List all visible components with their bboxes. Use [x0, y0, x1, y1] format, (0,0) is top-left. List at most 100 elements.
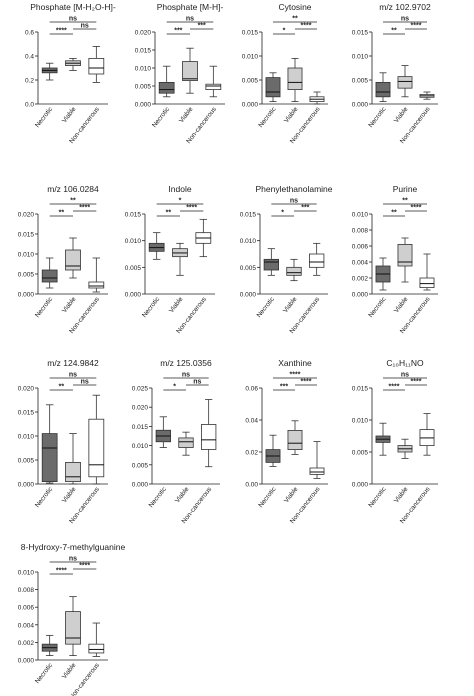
significance-label: *** [301, 205, 309, 212]
category-label: Necrotic [34, 661, 55, 685]
chart-panel: m/z 124.9842 0.000 0.005 0.010 0.015 0.020 Nec… [18, 358, 108, 525]
box-noncancerous [88, 643, 105, 654]
y-tick-label: 0.0 [25, 102, 34, 109]
y-tick-label: 0.000 [18, 658, 35, 665]
significance-label: ns [69, 16, 77, 23]
y-tick-label: 0.015 [352, 386, 369, 393]
chart-title: Indole [168, 184, 191, 194]
category-label: Necrotic [367, 485, 388, 509]
chart-panel: Phosphate [M-H]- 0.000 0.005 0.010 0.015 0.02… [135, 2, 225, 145]
y-tick-label: 0.010 [135, 66, 152, 73]
y-tick-label: 0.005 [132, 462, 149, 469]
significance-label: ** [166, 210, 172, 217]
y-tick-label: 0.02 [245, 450, 258, 457]
box-viable [65, 249, 81, 271]
y-tick-label: 0.010 [18, 570, 35, 577]
box-noncancerous [205, 83, 222, 90]
category-label: Necrotic [257, 485, 278, 509]
box-viable [287, 67, 303, 91]
box-necrotic [263, 258, 279, 271]
significance-label: ** [391, 28, 397, 35]
y-tick-label: 0.005 [125, 265, 142, 272]
y-tick-label: 0.015 [240, 212, 257, 219]
chart-title: C₁₀H₁₁NO [386, 358, 424, 368]
significance-label: **** [290, 372, 301, 379]
significance-label: **** [301, 23, 312, 30]
chart-title: Phosphate [M-H]- [157, 2, 224, 12]
y-tick-label: 0.020 [18, 386, 35, 393]
significance-label: **** [186, 205, 197, 212]
y-tick-label: 0.010 [240, 238, 257, 245]
box-noncancerous [309, 253, 325, 268]
chart-title: Xanthine [278, 358, 312, 368]
category-label: Necrotic [151, 105, 172, 129]
box-noncancerous [88, 58, 105, 75]
y-tick-label: 0.005 [352, 450, 369, 457]
significance-label: ** [292, 16, 298, 23]
y-tick-label: 0.000 [352, 292, 369, 299]
chart-title: Cytosine [278, 2, 311, 12]
category-label: Necrotic [257, 105, 278, 129]
chart-panel: Phenylethanolamine 0.000 0.005 0.010 0.015 Ne… [240, 184, 333, 335]
category-label: Viable [393, 296, 410, 315]
y-tick-label: 0.015 [18, 232, 35, 239]
y-tick-label: 0.005 [18, 458, 35, 465]
y-tick-label: 0.010 [125, 238, 142, 245]
y-tick-label: 0.002 [352, 276, 369, 283]
significance-label: ns [81, 23, 89, 30]
box-viable [287, 429, 303, 450]
box-viable [397, 243, 413, 267]
chart-panel: Indole 0.000 0.005 0.010 0.015 Necrotic Viable… [125, 184, 215, 335]
box-viable [65, 611, 81, 645]
category-label: Viable [61, 296, 78, 315]
significance-label: **** [301, 379, 312, 386]
y-tick-label: 0.015 [242, 30, 259, 37]
box-necrotic [375, 82, 391, 98]
significance-label: **** [389, 384, 400, 391]
y-tick-label: 0.2 [25, 78, 34, 85]
y-tick-label: 0.004 [18, 622, 35, 629]
category-label: Viable [283, 486, 300, 505]
y-tick-label: 0.004 [352, 260, 369, 267]
significance-label: * [281, 210, 284, 217]
significance-label: **** [411, 379, 422, 386]
y-tick-label: 0.6 [25, 30, 34, 37]
box-necrotic [158, 82, 175, 94]
chart-panel: m/z 106.0284 0.000 0.005 0.010 0.015 0.020 Nec… [18, 184, 108, 335]
box-viable [182, 61, 198, 82]
significance-label: **** [56, 28, 67, 35]
box-necrotic [41, 433, 58, 483]
y-tick-label: 0.00 [245, 482, 258, 489]
box-necrotic [41, 269, 58, 283]
y-tick-label: 0.008 [352, 228, 369, 235]
significance-label: *** [198, 23, 206, 30]
y-tick-label: 0.000 [352, 482, 369, 489]
y-tick-label: 0.002 [18, 640, 35, 647]
y-tick-label: 0.000 [132, 482, 149, 489]
chart-panel: Phosphate [M-H₂O-H]- 0.0 0.2 0.4 0.6 Necrotic… [25, 2, 116, 145]
box-noncancerous [201, 424, 217, 450]
category-label: Viable [393, 106, 410, 125]
category-label: Viable [168, 296, 185, 315]
chart-title: Phosphate [M-H₂O-H]- [30, 2, 116, 12]
chart-panel: Cytosine 0.000 0.005 0.010 0.015 Necrotic Viab… [242, 2, 328, 145]
significance-label: ** [59, 384, 65, 391]
significance-label: ns [290, 198, 298, 205]
category-label: Viable [61, 106, 78, 125]
box-viable [286, 266, 302, 276]
chart-title: 8-Hydroxy-7-methylguanine [21, 542, 126, 552]
y-tick-label: 0.005 [240, 265, 257, 272]
significance-label: ** [391, 210, 397, 217]
chart-title: m/z 125.0356 [160, 358, 212, 368]
y-tick-label: 0.010 [18, 252, 35, 259]
y-tick-label: 0.010 [242, 54, 259, 61]
significance-label: * [283, 28, 286, 35]
y-tick-label: 0.015 [18, 410, 35, 417]
significance-label: **** [411, 205, 422, 212]
significance-label: ns [401, 372, 409, 379]
y-tick-label: 0.005 [135, 84, 152, 91]
category-label: Viable [282, 296, 299, 315]
significance-label: ** [70, 198, 76, 205]
y-tick-label: 0.020 [132, 405, 149, 412]
significance-label: **** [56, 568, 67, 575]
